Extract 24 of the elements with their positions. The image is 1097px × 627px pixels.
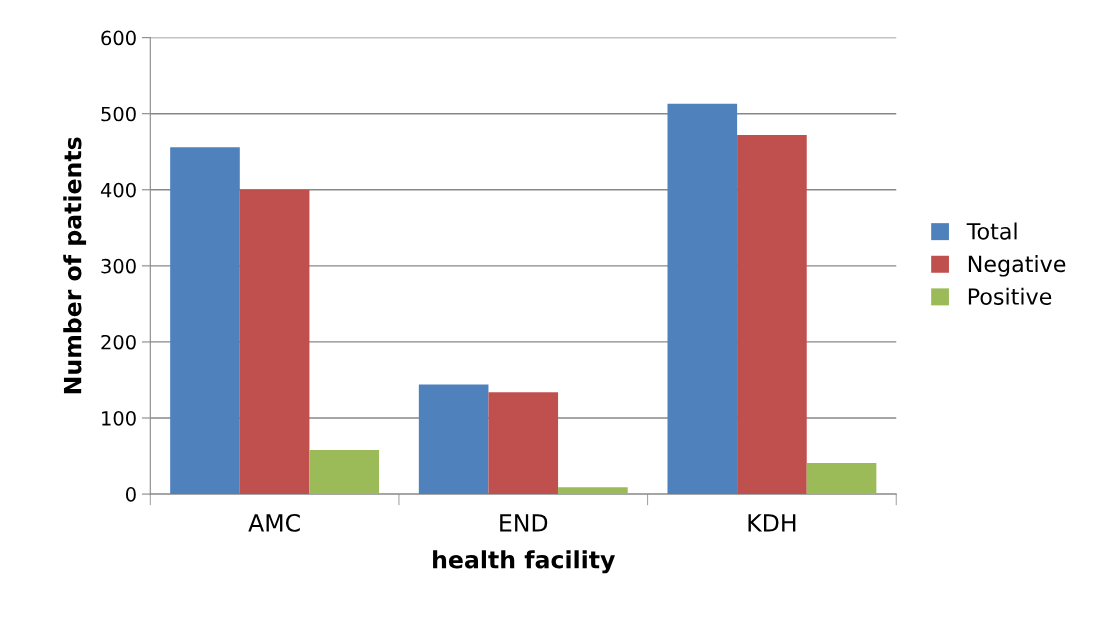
bar [558, 487, 628, 495]
y-tick-label: 200 [101, 334, 136, 350]
y-tick-label: 600 [101, 30, 136, 46]
y-tick-label: 400 [100, 182, 136, 198]
x-tick-label: END [500, 514, 548, 532]
y-axis-title: Number of patients [63, 137, 87, 394]
y-tick-label: 500 [101, 106, 136, 122]
bar [737, 135, 807, 495]
x-tick-label: AMC [248, 513, 300, 532]
bar [239, 189, 310, 495]
legend-label: Positive [968, 287, 1052, 305]
y-tick-label: 0 [126, 487, 136, 502]
y-tick-label: 100 [102, 410, 136, 426]
x-tick-label: KDH [748, 514, 796, 532]
bar [309, 449, 380, 495]
bar [170, 147, 240, 495]
bar [667, 103, 738, 495]
legend-label: Total [966, 222, 1017, 240]
bar [418, 384, 489, 495]
y-tick-label: 300 [101, 258, 136, 274]
legend-label: Negative [968, 255, 1066, 277]
x-axis-title: health facility [433, 550, 615, 574]
bar [488, 392, 559, 495]
bar [806, 462, 877, 495]
